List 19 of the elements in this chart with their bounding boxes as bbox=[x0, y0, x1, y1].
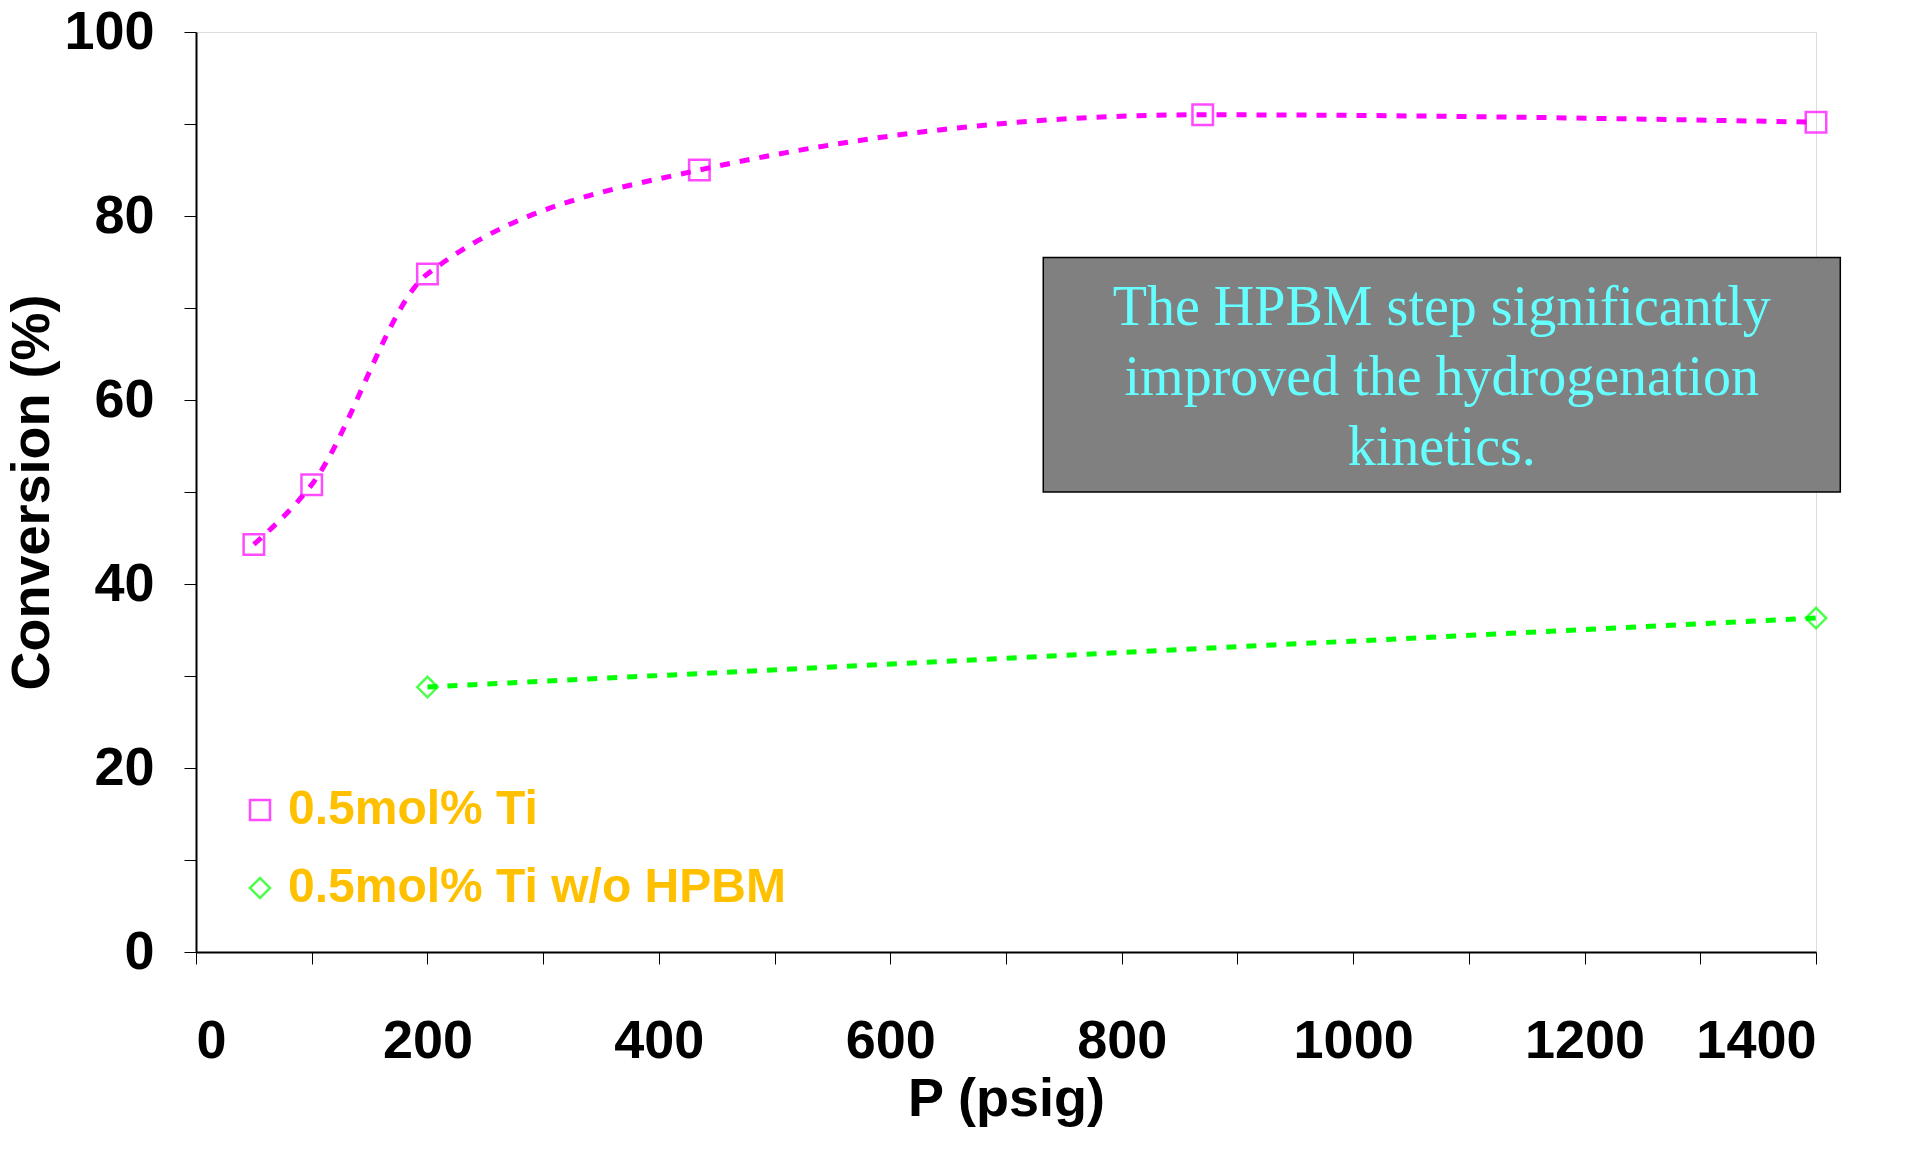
x-tick-label: 200 bbox=[382, 1008, 473, 1069]
y-tick-label: 60 bbox=[94, 367, 155, 428]
y-tick-label: 40 bbox=[94, 551, 155, 612]
x-tick-label: 600 bbox=[845, 1008, 936, 1069]
x-axis-title: P (psig) bbox=[907, 1066, 1106, 1127]
y-tick-label: 0 bbox=[124, 919, 155, 980]
x-tick-label: 1400 bbox=[1696, 1008, 1817, 1069]
legend-label: 0.5mol% Ti w/o HPBM bbox=[288, 859, 786, 912]
y-tick-label: 100 bbox=[64, 0, 155, 60]
y-axis-title: Conversion (%) bbox=[0, 294, 61, 691]
y-tick-label: 80 bbox=[94, 183, 155, 244]
x-tick-label: 1000 bbox=[1293, 1008, 1414, 1069]
x-tick-label: 1200 bbox=[1525, 1008, 1646, 1069]
x-tick-label: 400 bbox=[614, 1008, 705, 1069]
x-tick-label: 800 bbox=[1077, 1008, 1168, 1069]
legend-label: 0.5mol% Ti bbox=[288, 781, 538, 834]
x-tick-label: 0 bbox=[196, 1008, 227, 1069]
y-tick-label: 20 bbox=[94, 735, 155, 796]
annotation: The HPBM step significantly improved the hydrogenation kinetics. bbox=[1112, 275, 1771, 477]
